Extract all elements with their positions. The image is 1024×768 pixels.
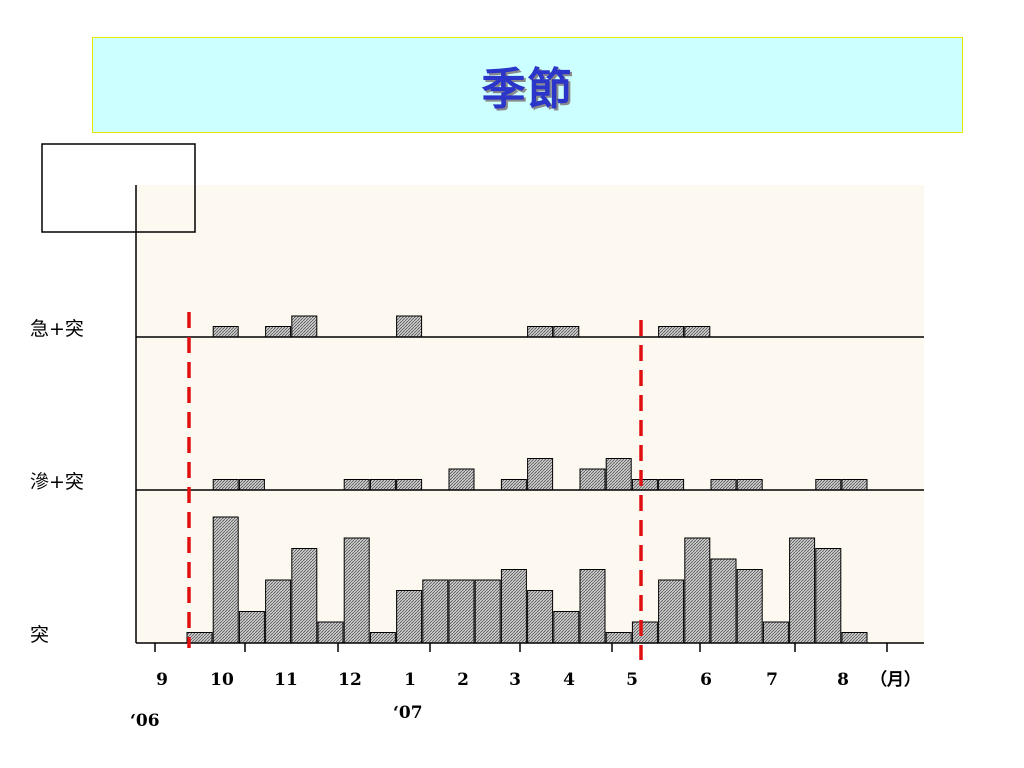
bar — [500, 569, 527, 644]
bar — [710, 479, 737, 491]
title-banner: 季節 — [92, 37, 963, 133]
month-label: 10 — [210, 670, 234, 690]
bar — [369, 632, 396, 644]
bar — [448, 579, 475, 644]
bar — [238, 479, 265, 491]
bar — [212, 516, 239, 644]
bar — [343, 479, 370, 491]
bar — [684, 326, 711, 338]
bar — [553, 326, 580, 338]
bar — [500, 479, 527, 491]
bar — [658, 326, 685, 338]
month-unit-label: （月） — [870, 669, 921, 690]
chart-title: 季節 — [481, 64, 574, 115]
bar — [291, 315, 318, 338]
bar — [658, 579, 685, 644]
month-label: 3 — [509, 670, 521, 690]
bar — [422, 579, 449, 644]
bar — [238, 611, 265, 644]
bar — [553, 611, 580, 644]
bar — [605, 458, 632, 491]
bar — [658, 479, 685, 491]
bar — [474, 579, 501, 644]
bar — [448, 468, 475, 491]
bar — [815, 479, 842, 491]
bar — [736, 479, 763, 491]
month-label: 7 — [766, 670, 778, 690]
panel-label: 滲+突 — [30, 471, 84, 493]
bar — [789, 537, 816, 644]
month-label: 11 — [274, 670, 298, 690]
year-label: ‘06 — [130, 711, 160, 731]
bar — [579, 569, 606, 644]
bar — [762, 621, 789, 644]
bar — [736, 569, 763, 644]
bar — [396, 315, 423, 338]
bar — [212, 326, 239, 338]
bar — [396, 590, 423, 644]
bar — [396, 479, 423, 491]
bar — [841, 479, 868, 491]
bar — [527, 590, 554, 644]
bar — [317, 621, 344, 644]
bar — [265, 326, 292, 338]
bar — [212, 479, 239, 491]
legend-box — [41, 143, 196, 233]
month-label: 4 — [563, 670, 575, 690]
month-label: 2 — [457, 670, 469, 690]
bar — [369, 479, 396, 491]
month-label: 12 — [338, 670, 362, 690]
bar — [710, 558, 737, 644]
bar — [579, 468, 606, 491]
bar — [815, 548, 842, 644]
panel-label: 突 — [30, 624, 49, 646]
bar — [527, 458, 554, 491]
bar — [527, 326, 554, 338]
bar — [343, 537, 370, 644]
bar — [265, 579, 292, 644]
month-label: 9 — [156, 670, 168, 690]
bar — [631, 479, 658, 491]
month-label: 5 — [626, 670, 638, 690]
month-label: 8 — [837, 670, 849, 690]
bar — [631, 621, 658, 644]
bar — [841, 632, 868, 644]
panel-label: 急+突 — [30, 318, 84, 340]
bar — [291, 548, 318, 644]
year-label: ‘07 — [393, 703, 423, 723]
month-label: 1 — [404, 670, 416, 690]
bar — [605, 632, 632, 644]
bar — [684, 537, 711, 644]
month-label: 6 — [700, 670, 712, 690]
